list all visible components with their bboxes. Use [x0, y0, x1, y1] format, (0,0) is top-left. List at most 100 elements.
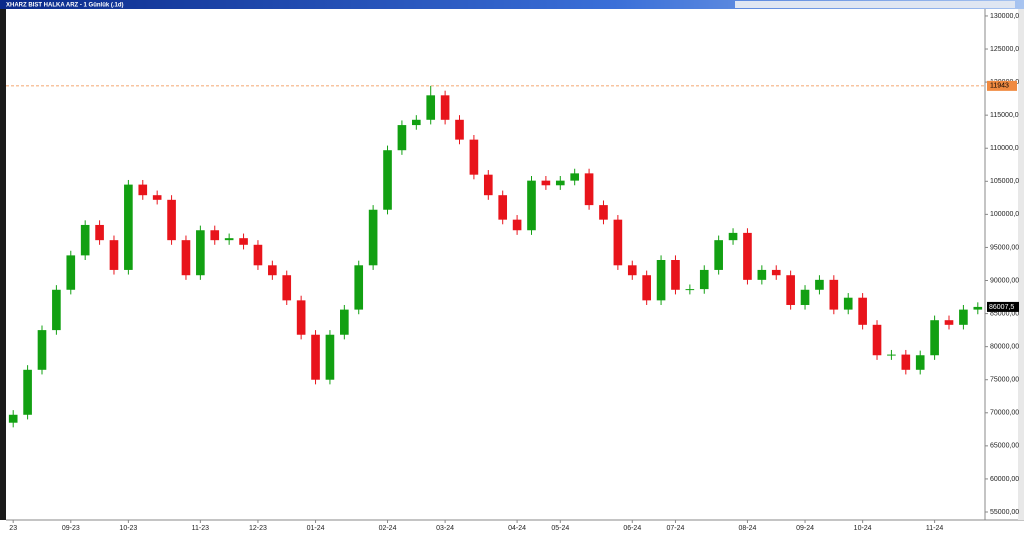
candle-body — [311, 334, 320, 380]
candle-body — [340, 309, 349, 335]
candle-body — [268, 265, 277, 276]
last-price-label: 86007,5 — [989, 304, 1014, 311]
y-tick-label: 85000,00 — [990, 310, 1019, 317]
candle-body — [570, 173, 580, 181]
candle-body — [152, 195, 162, 200]
candle-body — [167, 199, 176, 241]
candle-body — [627, 265, 637, 276]
candle-body — [282, 275, 292, 301]
x-tick-label: 05-24 — [551, 525, 569, 532]
candle-body — [771, 269, 781, 276]
candle-body — [224, 238, 234, 241]
candle-body — [498, 195, 508, 220]
candle-body — [469, 139, 479, 175]
candle-body — [455, 119, 464, 140]
candle-body — [368, 209, 378, 266]
y-tick-label: 130000,0 — [990, 13, 1019, 20]
title-bar — [0, 0, 1024, 9]
y-tick-label: 75000,00 — [990, 377, 1019, 384]
candle-body — [512, 219, 522, 231]
candle-body — [944, 320, 954, 325]
candle-body — [901, 354, 911, 370]
candle-body — [930, 320, 939, 356]
toolbar[interactable] — [735, 1, 1015, 8]
candle-body — [671, 260, 680, 290]
candle-body — [685, 289, 695, 291]
candle-body — [887, 354, 896, 356]
candle-body — [555, 180, 565, 186]
y-tick-label: 80000,00 — [990, 343, 1019, 350]
candle-body — [599, 205, 608, 220]
y-tick-label: 125000,0 — [990, 46, 1019, 53]
candle-body — [181, 240, 191, 276]
x-tick-label: 03-24 — [436, 525, 454, 532]
candle-body — [656, 260, 666, 301]
x-tick-label: 09-24 — [796, 525, 814, 532]
candle-body — [80, 224, 90, 256]
candle-body — [95, 224, 104, 241]
chart-title: XHARZ BIST HALKA ARZ - 1 Günlük (.1d) — [6, 3, 124, 9]
x-tick-label: 10-24 — [854, 525, 872, 532]
candle-body — [253, 244, 263, 266]
x-tick-label: 23 — [9, 525, 17, 532]
candle-body — [858, 297, 867, 325]
x-tick-label: 12-23 — [249, 525, 267, 532]
candle-body — [728, 232, 738, 241]
candle-body — [714, 240, 723, 270]
candle-body — [138, 184, 148, 196]
y-tick-label: 100000,0 — [990, 211, 1019, 218]
candle-body — [23, 369, 32, 415]
reference-label-box — [987, 80, 1017, 91]
candle-body — [196, 230, 205, 276]
candle-body — [354, 265, 364, 310]
candle-body — [815, 279, 824, 290]
candle-body — [829, 279, 839, 310]
x-tick-label: 10-23 — [119, 525, 137, 532]
y-tick-label: 55000,00 — [990, 509, 1019, 516]
candle-body — [483, 174, 493, 196]
x-tick-label: 07-24 — [667, 525, 685, 532]
candle-body — [959, 309, 968, 325]
candle-body — [440, 95, 450, 120]
y-tick-label: 90000,00 — [990, 277, 1019, 284]
x-tick-label: 06-24 — [623, 525, 641, 532]
x-tick-label: 11-23 — [192, 525, 209, 532]
y-tick-label: 110000,0 — [990, 145, 1019, 152]
y-tick-label: 95000,00 — [990, 244, 1019, 251]
candle-body — [52, 289, 61, 331]
reference-label: 11943 — [990, 83, 1009, 90]
y-tick-label: 115000,0 — [990, 112, 1019, 119]
candle-body — [426, 95, 436, 120]
candle-body — [397, 125, 407, 151]
candle-body — [584, 173, 594, 206]
y-tick-label: 60000,00 — [990, 476, 1019, 483]
x-tick-label: 09-23 — [62, 525, 80, 532]
candle-body — [613, 219, 623, 266]
x-tick-label: 04-24 — [508, 525, 526, 532]
candle-body — [527, 180, 536, 231]
candle-body — [800, 289, 810, 305]
candle-body — [109, 240, 119, 270]
candle-body — [37, 330, 47, 370]
candle-body — [743, 232, 752, 280]
x-tick-label: 08-24 — [738, 525, 756, 532]
candle-body — [239, 238, 248, 245]
left-toolbar — [0, 9, 6, 520]
candle-body — [210, 230, 220, 241]
candle-body — [66, 255, 76, 290]
candle-body — [973, 306, 983, 310]
scrollbar[interactable] — [1018, 9, 1024, 520]
candle-body — [541, 180, 551, 186]
last-price-box — [987, 301, 1019, 312]
x-tick-label: 01-24 — [307, 525, 325, 532]
candle-body — [325, 334, 335, 380]
candle-body — [411, 119, 421, 126]
candle-body — [642, 275, 651, 301]
candle-body — [915, 355, 925, 370]
candle-body — [757, 269, 767, 280]
candle-body — [383, 150, 392, 210]
candle-body — [872, 324, 882, 356]
x-tick-label: 02-24 — [379, 525, 397, 532]
